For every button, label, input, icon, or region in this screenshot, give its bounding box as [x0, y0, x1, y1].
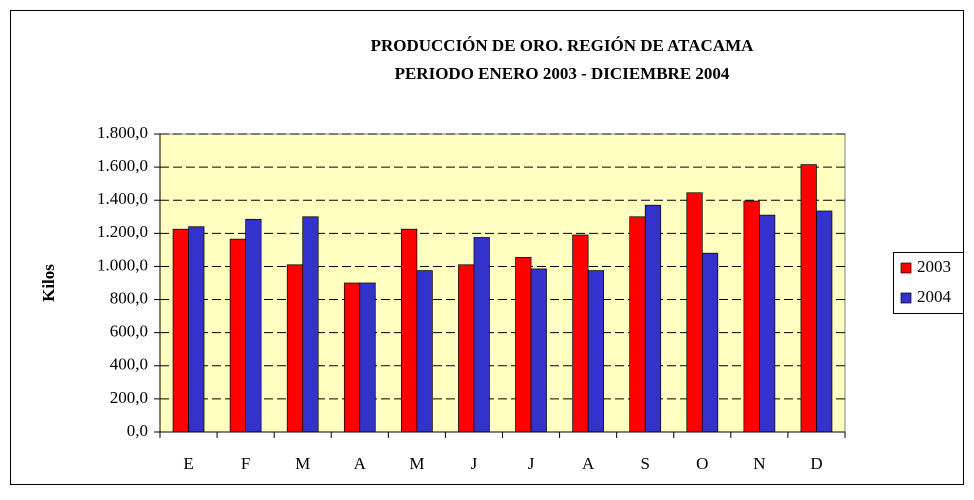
x-tick-label: D	[810, 454, 822, 473]
y-tick-label: 1.800,0	[97, 123, 148, 142]
x-tick-label: F	[241, 454, 250, 473]
x-tick-label: E	[183, 454, 193, 473]
bar	[759, 214, 776, 433]
chart-subtitle: PERIODO ENERO 2003 - DICIEMBRE 2004	[395, 64, 730, 83]
bar	[743, 200, 760, 433]
x-tick-label: S	[640, 454, 649, 473]
y-axis-label: Kilos	[39, 264, 58, 302]
y-tick-label: 1.200,0	[97, 222, 148, 241]
legend-swatch	[900, 262, 912, 274]
plot-area	[159, 133, 846, 433]
legend-label: 2004	[917, 287, 952, 306]
bar	[343, 282, 361, 433]
y-tick-label: 1.000,0	[97, 255, 148, 274]
bar	[587, 270, 604, 433]
x-tick-label: J	[528, 454, 535, 473]
x-tick-label: J	[471, 454, 478, 473]
bar	[286, 264, 304, 433]
bar	[401, 228, 418, 433]
legend-swatch	[900, 292, 912, 304]
x-tick-label: A	[582, 454, 595, 473]
bar	[229, 238, 246, 433]
bar	[572, 234, 589, 433]
y-tick-label: 0,0	[127, 421, 148, 440]
bar	[515, 256, 532, 433]
y-tick-label: 1.600,0	[97, 156, 148, 175]
bar	[530, 268, 547, 433]
bar	[701, 252, 719, 433]
x-tick-label: M	[295, 454, 310, 473]
x-tick-label: O	[696, 454, 708, 473]
bar	[302, 216, 319, 433]
y-tick-label: 800,0	[110, 288, 148, 307]
y-tick-label: 1.400,0	[97, 189, 148, 208]
bar	[245, 218, 262, 433]
x-tick-label: A	[354, 454, 367, 473]
legend-label: 2003	[917, 257, 951, 276]
y-tick-label: 200,0	[110, 388, 148, 407]
bar	[816, 210, 833, 433]
bar	[473, 237, 490, 433]
bar	[644, 204, 662, 433]
x-tick-label: M	[409, 454, 424, 473]
bar	[188, 226, 205, 433]
bar	[359, 282, 376, 433]
x-tick-label: N	[753, 454, 765, 473]
bar	[800, 164, 817, 433]
chart-title: PRODUCCIÓN DE ORO. REGIÓN DE ATACAMA	[371, 36, 755, 55]
y-tick-label: 600,0	[110, 322, 148, 341]
bar	[458, 264, 475, 433]
bar	[416, 270, 433, 433]
bar	[172, 228, 189, 433]
y-tick-label: 400,0	[110, 355, 148, 374]
bar	[629, 216, 646, 433]
bar	[686, 192, 703, 433]
